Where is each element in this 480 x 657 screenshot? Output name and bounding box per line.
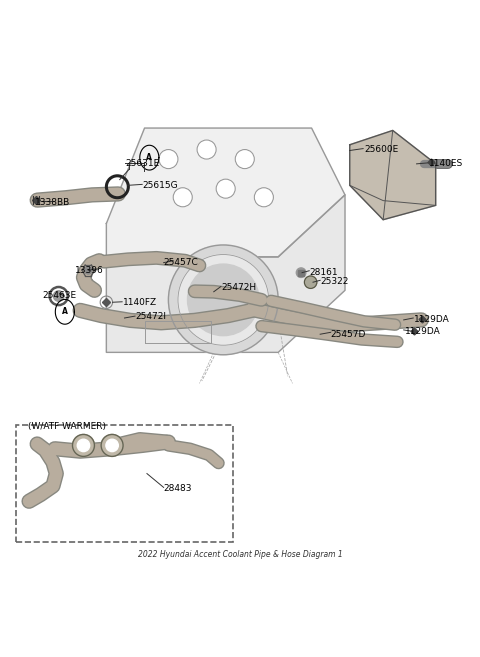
Text: 1140ES: 1140ES (429, 160, 463, 168)
Text: (W/ATF WARMER): (W/ATF WARMER) (28, 422, 106, 431)
Circle shape (84, 267, 92, 274)
Text: 25472I: 25472I (135, 312, 166, 321)
Text: A: A (146, 153, 152, 162)
Circle shape (106, 440, 118, 451)
Polygon shape (107, 195, 345, 352)
Circle shape (197, 140, 216, 159)
Polygon shape (107, 128, 345, 257)
Circle shape (72, 434, 95, 457)
Circle shape (216, 179, 235, 198)
Text: 1338BB: 1338BB (35, 198, 70, 206)
Text: 25457D: 25457D (331, 330, 366, 339)
Circle shape (188, 264, 259, 336)
Text: 25631E: 25631E (125, 160, 160, 168)
Text: 1129DA: 1129DA (405, 327, 440, 336)
Text: 1140FZ: 1140FZ (123, 298, 157, 307)
Circle shape (101, 434, 123, 457)
Circle shape (53, 291, 64, 302)
Circle shape (159, 150, 178, 169)
Text: A: A (62, 307, 68, 316)
Text: 25457C: 25457C (164, 258, 198, 267)
Text: 25472H: 25472H (221, 283, 256, 292)
Circle shape (77, 440, 90, 451)
Circle shape (296, 268, 306, 277)
Text: 28483: 28483 (164, 484, 192, 493)
Circle shape (173, 188, 192, 207)
Polygon shape (350, 131, 436, 219)
Text: 25600E: 25600E (364, 145, 398, 154)
FancyBboxPatch shape (16, 425, 233, 542)
Text: 28161: 28161 (309, 267, 338, 277)
Text: 13396: 13396 (75, 266, 104, 275)
Text: 25322: 25322 (320, 277, 348, 286)
Circle shape (254, 188, 274, 207)
Text: 25615G: 25615G (142, 181, 178, 190)
Text: 25463E: 25463E (42, 290, 76, 300)
Text: 1129DA: 1129DA (414, 315, 450, 325)
Circle shape (235, 150, 254, 169)
Circle shape (178, 254, 269, 345)
Circle shape (304, 276, 317, 288)
Text: 2022 Hyundai Accent Coolant Pipe & Hose Diagram 1: 2022 Hyundai Accent Coolant Pipe & Hose … (138, 549, 342, 558)
Circle shape (168, 245, 278, 355)
